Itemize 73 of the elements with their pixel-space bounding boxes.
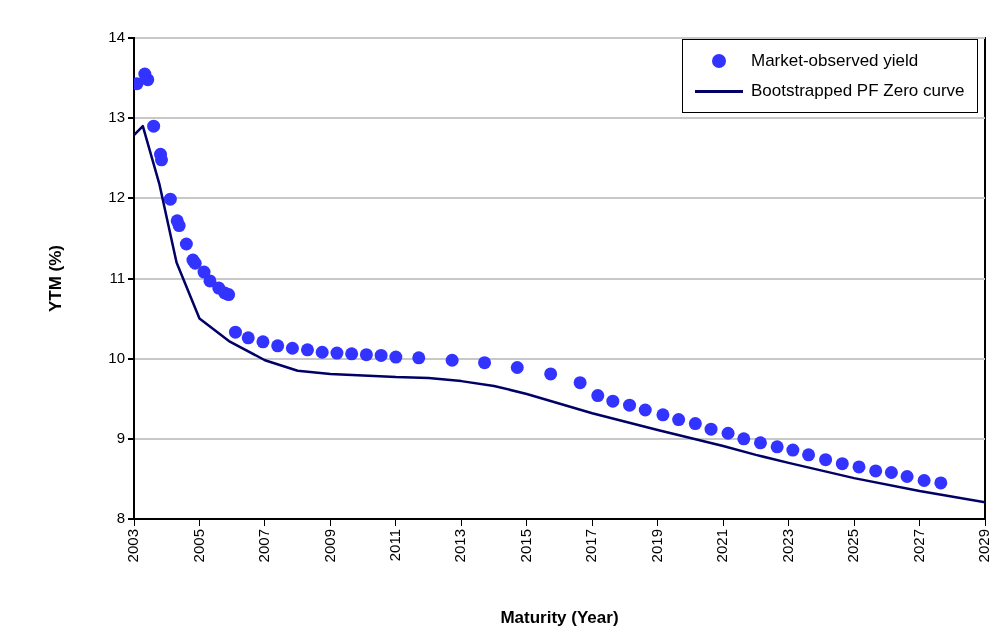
point — [704, 422, 718, 436]
y-tick-label: 10 — [108, 348, 125, 366]
x-tick-label: 2007 — [255, 529, 273, 563]
x-tick-label: 2023 — [778, 529, 796, 563]
point — [869, 464, 883, 478]
x-tick-label: 2019 — [647, 529, 665, 563]
point — [753, 436, 767, 450]
point — [917, 474, 931, 488]
point — [835, 457, 849, 471]
point — [241, 331, 255, 345]
x-tick-label: 2021 — [713, 529, 731, 563]
x-tick-label: 2029 — [975, 529, 993, 563]
point — [573, 376, 587, 390]
x-tick-label: 2025 — [844, 529, 862, 563]
legend-label: Market-observed yield — [751, 51, 919, 71]
point — [656, 408, 670, 422]
y-axis-title: YTM (%) — [45, 244, 65, 313]
y-tick-label: 13 — [108, 108, 125, 126]
legend-label: Bootstrapped PF Zero curve — [751, 81, 965, 101]
point — [802, 448, 816, 462]
point — [688, 417, 702, 431]
point — [510, 360, 524, 374]
point — [884, 466, 898, 479]
point — [300, 343, 314, 357]
point — [591, 389, 605, 403]
point — [222, 288, 236, 302]
point — [256, 335, 270, 349]
x-tick-label: 2017 — [582, 529, 600, 563]
point — [934, 476, 948, 490]
point — [544, 367, 558, 381]
point — [271, 339, 285, 353]
x-tick-label: 2015 — [516, 529, 534, 563]
x-tick-label: 2005 — [189, 529, 207, 563]
point — [141, 73, 155, 87]
x-tick-label: 2003 — [124, 529, 142, 563]
x-tick-label: 2009 — [320, 529, 338, 563]
point — [770, 440, 784, 454]
point — [345, 347, 359, 361]
point — [389, 350, 403, 364]
point — [638, 403, 652, 417]
point — [203, 274, 217, 288]
x-axis-title: Maturity (Year) — [500, 608, 619, 628]
point — [672, 413, 686, 427]
point — [445, 353, 459, 367]
point — [721, 426, 735, 440]
point — [623, 398, 637, 412]
point — [819, 453, 833, 467]
point — [154, 153, 168, 167]
point — [900, 470, 914, 484]
point — [359, 348, 373, 362]
point — [737, 432, 751, 446]
x-tick-label: 2013 — [451, 529, 469, 563]
y-tick-label: 9 — [116, 428, 125, 446]
point — [786, 443, 800, 457]
point — [315, 345, 329, 359]
point — [852, 460, 866, 474]
point — [606, 394, 620, 408]
y-tick-label: 14 — [108, 28, 125, 46]
point — [228, 325, 242, 339]
point — [412, 351, 426, 365]
point — [147, 119, 161, 133]
point — [478, 356, 492, 370]
point — [330, 346, 344, 360]
y-tick-label: 11 — [109, 268, 125, 286]
point — [179, 237, 193, 251]
point — [172, 219, 186, 233]
x-tick-label: 2011 — [385, 529, 403, 562]
y-tick-label: 8 — [116, 509, 125, 527]
point — [163, 192, 177, 206]
y-tick-label: 12 — [108, 188, 125, 206]
point — [374, 348, 388, 362]
x-tick-label: 2027 — [909, 529, 927, 563]
point — [285, 341, 299, 355]
